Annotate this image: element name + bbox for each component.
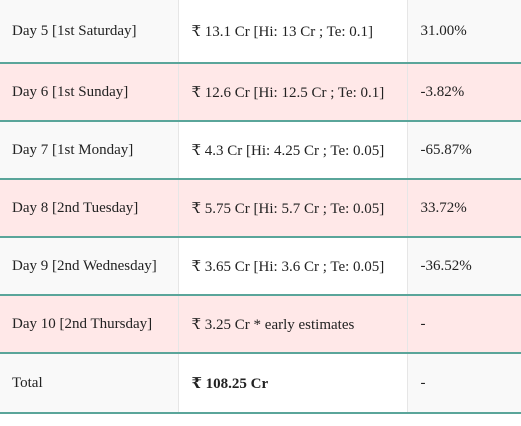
total-collection: ₹ 108.25 Cr [177, 353, 407, 414]
day-cell: Day 7 [1st Monday] [0, 121, 178, 180]
change-cell: 33.72% [406, 179, 521, 238]
collection-cell: ₹ 13.1 Cr [Hi: 13 Cr ; Te: 0.1] [177, 0, 407, 64]
total-label: Total [0, 353, 178, 414]
table-row: Day 5 [1st Saturday] ₹ 13.1 Cr [Hi: 13 C… [0, 0, 521, 64]
change-cell: -65.87% [406, 121, 521, 180]
day-cell: Day 6 [1st Sunday] [0, 63, 178, 122]
collection-cell: ₹ 4.3 Cr [Hi: 4.25 Cr ; Te: 0.05] [177, 121, 407, 180]
day-cell: Day 8 [2nd Tuesday] [0, 179, 178, 238]
collection-cell: ₹ 3.25 Cr * early estimates [177, 295, 407, 354]
collection-cell: ₹ 3.65 Cr [Hi: 3.6 Cr ; Te: 0.05] [177, 237, 407, 296]
day-cell: Day 9 [2nd Wednesday] [0, 237, 178, 296]
day-cell: Day 5 [1st Saturday] [0, 0, 178, 64]
table-row: Day 7 [1st Monday] ₹ 4.3 Cr [Hi: 4.25 Cr… [0, 121, 521, 180]
collection-cell: ₹ 12.6 Cr [Hi: 12.5 Cr ; Te: 0.1] [177, 63, 407, 122]
total-row: Total ₹ 108.25 Cr - [0, 353, 521, 414]
table-row: Day 6 [1st Sunday] ₹ 12.6 Cr [Hi: 12.5 C… [0, 63, 521, 122]
change-cell: - [406, 295, 521, 354]
table-row: Day 10 [2nd Thursday] ₹ 3.25 Cr * early … [0, 295, 521, 354]
collection-cell: ₹ 5.75 Cr [Hi: 5.7 Cr ; Te: 0.05] [177, 179, 407, 238]
day-cell: Day 10 [2nd Thursday] [0, 295, 178, 354]
change-cell: 31.00% [406, 0, 521, 64]
change-cell: -36.52% [406, 237, 521, 296]
table-row: Day 9 [2nd Wednesday] ₹ 3.65 Cr [Hi: 3.6… [0, 237, 521, 296]
total-change: - [406, 353, 521, 414]
box-office-table: Day 5 [1st Saturday] ₹ 13.1 Cr [Hi: 13 C… [0, 0, 521, 414]
table-row: Day 8 [2nd Tuesday] ₹ 5.75 Cr [Hi: 5.7 C… [0, 179, 521, 238]
change-cell: -3.82% [406, 63, 521, 122]
